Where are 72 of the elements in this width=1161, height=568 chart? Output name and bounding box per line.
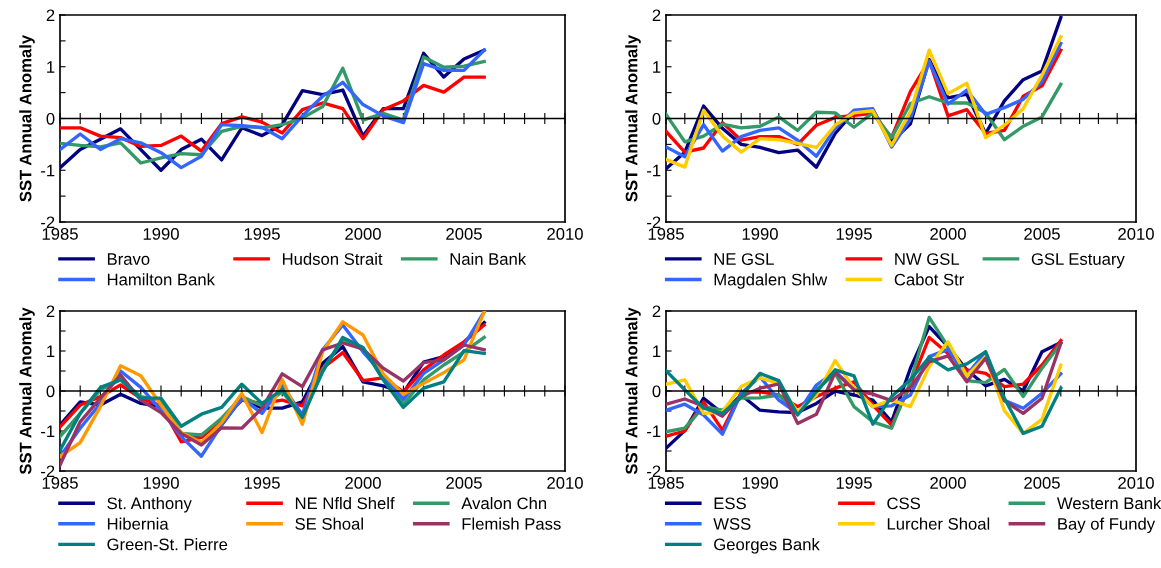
y-tick-label: -1 — [41, 164, 55, 177]
y-tick-label: 0 — [652, 112, 661, 125]
y-tick-label: -2 — [41, 465, 55, 478]
y-tick-label: 1 — [47, 345, 55, 358]
y-tick-label: 0 — [46, 385, 55, 398]
x-tick-label: 2010 — [547, 228, 583, 240]
legend-label: NE Nfld Shelf — [295, 497, 395, 510]
x-tick-label: 2000 — [345, 228, 381, 240]
legend-label: Hamilton Bank — [107, 273, 215, 286]
legend-label: Hudson Strait — [282, 252, 383, 265]
y-tick-label: 0 — [46, 112, 55, 125]
legend-label: WSS — [713, 517, 751, 530]
x-tick-label: 2000 — [930, 477, 966, 489]
y-tick-label: 1 — [653, 345, 661, 358]
y-tick-label: 1 — [47, 61, 55, 73]
x-tick-label: 2005 — [1024, 228, 1060, 240]
y-axis-title: SST Annual Anomaly — [625, 307, 641, 475]
y-tick-label: -2 — [647, 465, 661, 478]
legend-label: Georges Bank — [714, 538, 820, 554]
y-tick-label: -2 — [41, 216, 55, 229]
x-tick-label: 1990 — [742, 477, 778, 489]
y-tick-label: 2 — [652, 9, 661, 22]
legend-label: NE GSL — [714, 253, 774, 265]
legend-label: Bay of Fundy — [1058, 517, 1156, 534]
legend-label: Nain Bank — [450, 252, 527, 265]
legend-label: Magdalen Shlw — [714, 273, 828, 289]
x-tick-label: 2010 — [1118, 228, 1154, 240]
x-tick-label: 2010 — [1118, 477, 1154, 489]
y-axis-title: SST Annual Anomaly — [19, 307, 35, 475]
legend-label: NW GSL — [895, 253, 960, 265]
y-axis-title: SST Annual Anomaly — [19, 34, 35, 202]
y-tick-label: -1 — [41, 425, 55, 438]
legend-label: Hibernia — [107, 517, 169, 530]
x-tick-label: 1995 — [836, 228, 872, 240]
legend-label: Lurcher Shoal — [887, 517, 990, 530]
x-tick-label: 1995 — [244, 228, 280, 240]
legend-label: Avalon Chn — [461, 497, 547, 510]
y-tick-label: 0 — [652, 385, 661, 398]
x-tick-label: 2010 — [547, 477, 583, 489]
legend-label: Cabot Str — [894, 273, 965, 286]
legend-label: Western Bank — [1056, 497, 1161, 510]
x-tick-label: 2005 — [446, 228, 482, 240]
y-tick-label: -2 — [647, 216, 661, 229]
x-tick-label: 1985 — [42, 228, 78, 240]
x-tick-label: 2000 — [930, 228, 966, 240]
x-tick-label: 1990 — [143, 477, 179, 489]
y-axis-title: SST Annual Anomaly — [625, 34, 641, 202]
y-tick-label: 1 — [653, 61, 661, 73]
legend-label: GSL Estuary — [1031, 253, 1125, 269]
x-tick-label: 1985 — [42, 477, 78, 489]
x-tick-label: 2005 — [446, 477, 482, 489]
legend-label: SE Shoal — [295, 517, 363, 530]
legend-label: CSS — [887, 497, 920, 510]
legend-label: ESS — [714, 497, 746, 510]
x-tick-label: 1985 — [648, 477, 684, 489]
line-series — [60, 341, 486, 467]
x-tick-label: 2000 — [345, 477, 381, 489]
legend-label: Flemish Pass — [462, 517, 561, 530]
legend-label: St. Anthony — [107, 497, 192, 513]
y-tick-label: -1 — [647, 164, 661, 177]
y-tick-label: 2 — [652, 305, 661, 318]
legend-label: Green-St. Pierre — [107, 538, 228, 551]
x-tick-label: 1995 — [836, 477, 872, 489]
x-tick-label: 1990 — [143, 228, 179, 240]
x-tick-label: 1985 — [648, 228, 684, 240]
y-tick-label: -1 — [647, 425, 661, 438]
y-tick-label: 2 — [46, 305, 55, 318]
x-tick-label: 2005 — [1024, 477, 1060, 489]
x-tick-label: 1990 — [742, 228, 778, 240]
legend-label: Bravo — [107, 253, 150, 265]
x-tick-label: 1995 — [244, 477, 280, 489]
y-tick-label: 2 — [46, 9, 55, 22]
